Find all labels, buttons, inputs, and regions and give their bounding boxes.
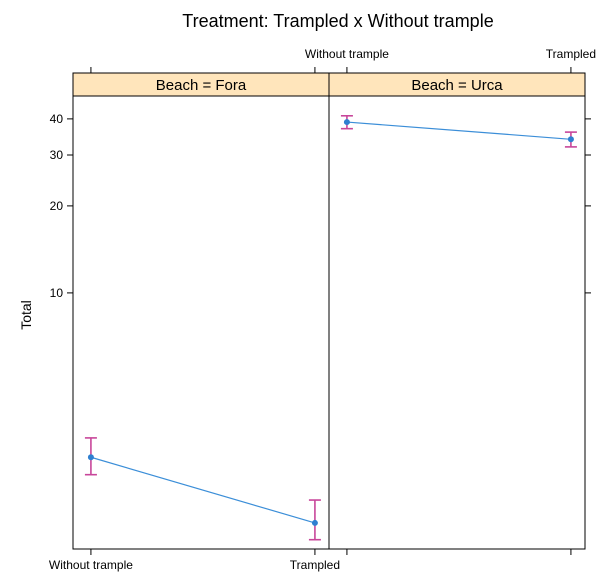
x-tick-label: Trampled xyxy=(546,47,596,61)
x-tick-label: Without trample xyxy=(305,47,389,61)
series-line xyxy=(346,121,571,140)
y-tick-label: 10 xyxy=(50,286,64,300)
y-axis-label: Total xyxy=(18,300,34,330)
y-tick-label: 20 xyxy=(50,199,64,213)
x-tick-label: Without trample xyxy=(49,558,133,572)
chart-title: Treatment: Trampled x Without trample xyxy=(182,11,493,31)
x-tick-label: Trampled xyxy=(290,558,340,572)
panel-strip-label: Beach = Fora xyxy=(156,77,247,94)
y-tick-label: 30 xyxy=(50,148,64,162)
panel-strip-label: Beach = Urca xyxy=(411,77,503,94)
data-point xyxy=(311,519,318,526)
plot-area: Beach = Fora Without trample Trampled Beach… xyxy=(49,47,596,572)
data-point xyxy=(87,454,94,461)
panel-frame xyxy=(328,95,586,550)
panel-frame xyxy=(72,95,330,550)
y-tick-label: 40 xyxy=(50,112,64,126)
data-point xyxy=(567,136,574,143)
data-point xyxy=(343,119,350,126)
series-line xyxy=(90,456,316,524)
